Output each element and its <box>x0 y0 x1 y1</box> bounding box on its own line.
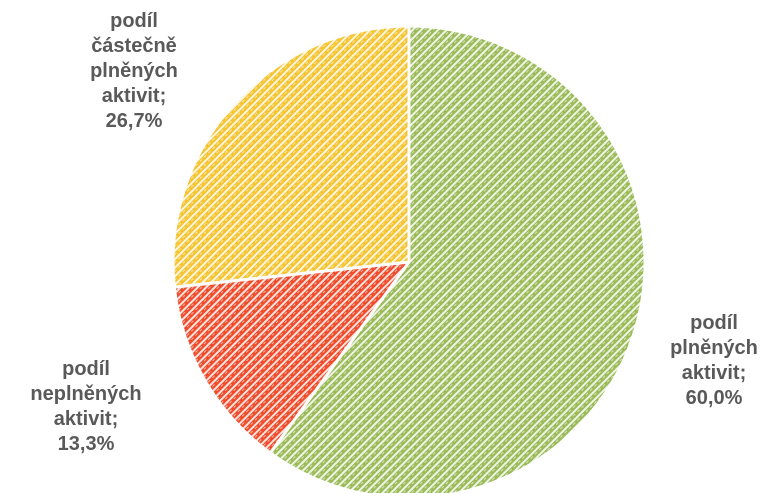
slice-label-line: aktivit; <box>682 362 746 384</box>
slice-label-line: aktivit; <box>54 408 118 430</box>
pie-slice-1 <box>172 260 411 455</box>
slice-label-line: podíl <box>62 358 110 380</box>
slice-label-line: podíl <box>690 312 738 334</box>
slice-label-line: plněných <box>670 337 758 359</box>
pie-slice-2 <box>171 24 411 289</box>
pie-slice-0 <box>268 24 647 493</box>
slice-labels: podíl plněných aktivit; 60,0% podíl neplněnýc… <box>30 10 757 455</box>
slice-label-0: podíl plněných aktivit; 60,0% <box>670 312 758 409</box>
pie-slices <box>171 24 647 493</box>
slice-label-line: 60,0% <box>686 387 743 409</box>
slice-label-1: podíl neplněných aktivit; 13,3% <box>30 358 141 455</box>
slice-label-line: 13,3% <box>58 433 115 455</box>
slice-label-line: částečně <box>91 35 177 57</box>
slice-label-line: podíl <box>110 10 158 32</box>
slice-label-line: 26,7% <box>106 110 163 132</box>
slice-label-line: aktivit; <box>102 85 166 107</box>
slice-label-line: neplněných <box>30 383 141 405</box>
slice-label-2: podíl částečně plněných aktivit; 26,7% <box>90 10 178 132</box>
slice-label-line: plněných <box>90 60 178 82</box>
